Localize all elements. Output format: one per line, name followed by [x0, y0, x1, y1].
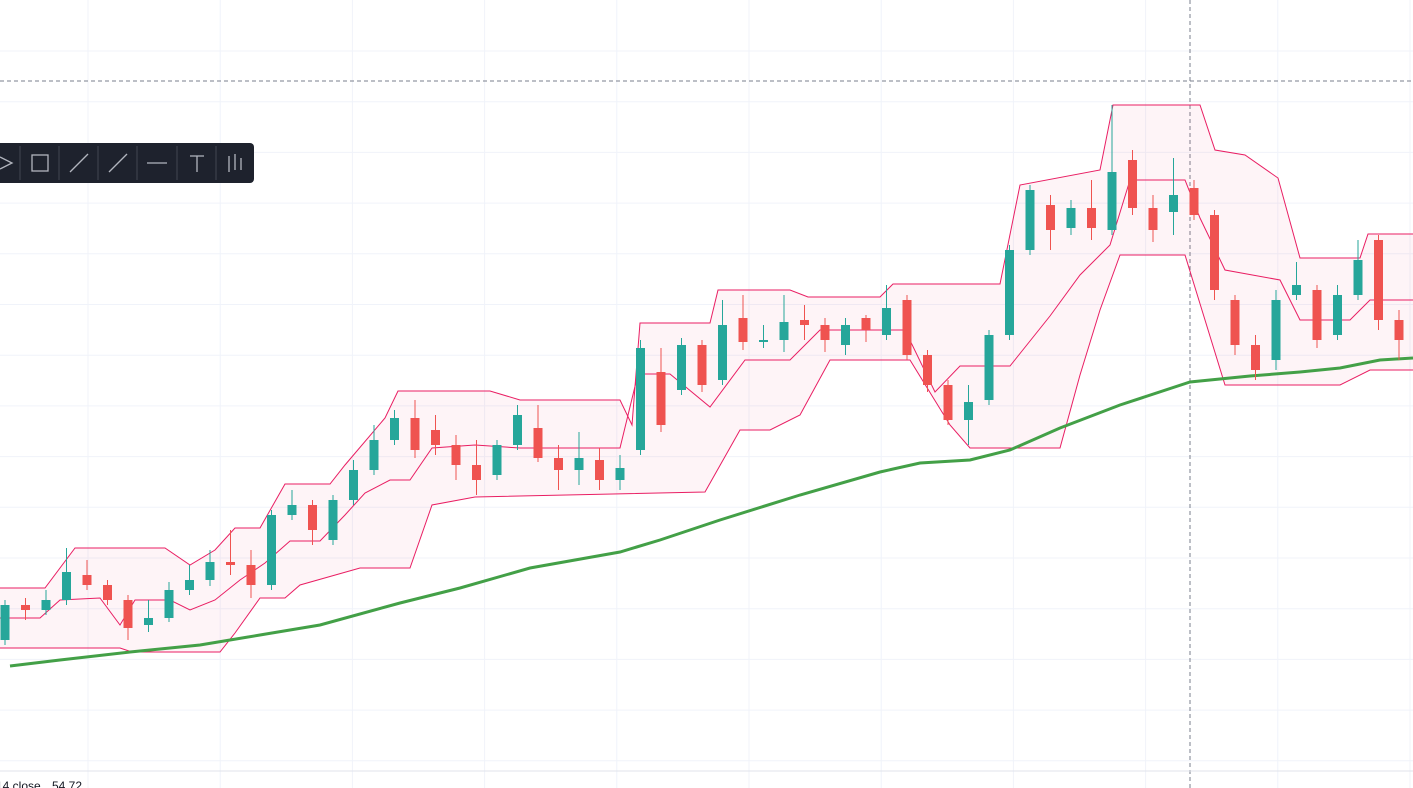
candle-body	[595, 460, 604, 480]
candle-body	[62, 572, 71, 600]
candle-body	[882, 308, 891, 335]
candle-body	[0, 605, 10, 640]
tool-trendline[interactable]	[69, 153, 89, 173]
candle-body	[902, 300, 912, 355]
candle-body	[943, 385, 953, 420]
channel-lower	[0, 254, 1413, 653]
candle-body	[1025, 190, 1035, 250]
candle-body	[1087, 208, 1096, 228]
candle-body	[1374, 240, 1383, 320]
candle-body	[185, 580, 194, 590]
candle-body	[144, 618, 153, 625]
candle-body	[779, 322, 789, 340]
candle-body	[451, 445, 461, 465]
candle-body	[1107, 172, 1117, 230]
candle-body	[349, 470, 358, 500]
candle-body	[328, 500, 338, 540]
candle-body	[410, 418, 420, 450]
moving-average	[9, 356, 1413, 668]
candle-body	[41, 600, 51, 610]
candle-body	[800, 320, 809, 325]
tool-arrow[interactable]	[108, 153, 128, 173]
candle-body	[123, 600, 133, 628]
toolbar-background	[0, 143, 254, 183]
candle-body	[308, 505, 317, 530]
candle-body	[1005, 250, 1014, 335]
candle-body	[738, 318, 748, 342]
candle-body	[964, 402, 973, 420]
candle-body	[636, 348, 645, 450]
candle-body	[1251, 345, 1260, 370]
candle-body	[1312, 290, 1322, 340]
candle-body	[246, 565, 256, 585]
candle-body	[984, 335, 994, 400]
candle-body	[1230, 300, 1240, 345]
drawing-toolbar	[0, 143, 254, 183]
candle-body	[1333, 295, 1342, 335]
candle-body	[513, 415, 522, 445]
candle-body	[369, 440, 379, 470]
candle-body	[1189, 188, 1199, 215]
candle-body	[1271, 300, 1281, 360]
tool-settings[interactable]	[228, 154, 242, 172]
candle-body	[103, 585, 112, 600]
candle-body	[287, 505, 297, 515]
status-value: 54.72	[52, 779, 82, 788]
candle-body	[656, 372, 666, 425]
candle-body	[390, 418, 399, 440]
tool-text[interactable]	[190, 155, 204, 172]
candle-body	[492, 445, 502, 475]
candle-body	[472, 465, 481, 480]
candle-body	[1292, 285, 1301, 295]
status-label: 14 close	[0, 779, 41, 788]
channel-upper	[0, 104, 1413, 589]
candle-body	[82, 575, 92, 585]
candle-body	[820, 325, 830, 340]
candle-body	[861, 318, 871, 330]
candle-body	[677, 345, 686, 390]
candle-body	[1128, 160, 1137, 208]
candle-body	[21, 605, 30, 610]
candle-body	[554, 458, 563, 470]
candle-body	[1169, 195, 1178, 212]
tool-polygon[interactable]	[0, 156, 14, 170]
candle-body	[718, 325, 727, 380]
candle-body	[697, 345, 707, 385]
candle-body	[431, 430, 440, 445]
candle-body	[923, 355, 932, 385]
plot-area	[0, 104, 1413, 668]
candle-body	[533, 428, 543, 458]
candle-body	[164, 590, 174, 618]
candle-body	[1046, 205, 1055, 230]
candle-body	[1394, 320, 1404, 340]
candle-body	[759, 340, 768, 342]
candle-body	[574, 458, 584, 470]
candle-body	[1066, 208, 1076, 228]
candle-body	[615, 468, 625, 480]
candle-body	[226, 562, 235, 565]
candle-body	[1148, 208, 1158, 230]
tool-rectangle[interactable]	[31, 154, 49, 172]
candle-body	[205, 562, 215, 580]
candle-body	[1353, 260, 1363, 295]
candle-body	[1210, 215, 1219, 290]
candle-body	[267, 515, 276, 585]
candle-body	[841, 325, 850, 345]
